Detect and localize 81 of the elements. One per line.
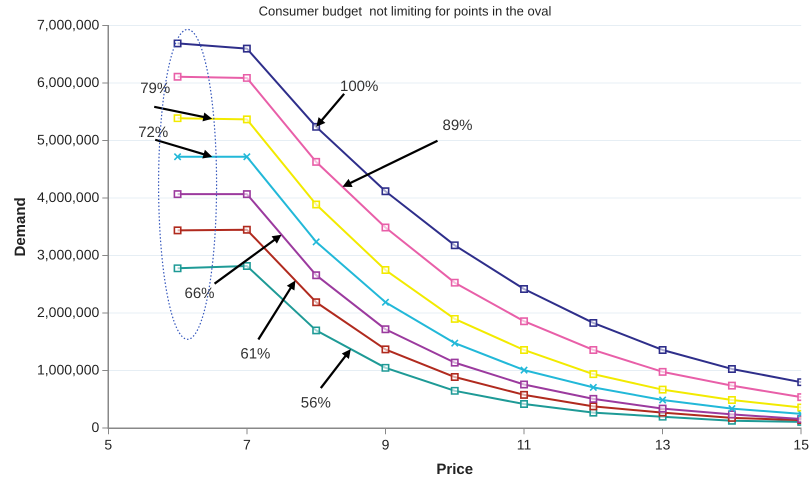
point xyxy=(658,404,667,413)
point xyxy=(589,318,598,327)
annotation: 89% xyxy=(442,116,473,134)
y-tick-label: 0 xyxy=(91,419,100,436)
point xyxy=(520,380,528,388)
point xyxy=(450,339,459,348)
y-tick-label: 3,000,000 xyxy=(36,246,100,263)
annotation: 56% xyxy=(300,394,331,412)
point xyxy=(242,190,251,198)
point xyxy=(728,404,736,413)
point xyxy=(589,370,598,378)
point xyxy=(658,396,667,404)
point xyxy=(589,346,598,354)
point xyxy=(242,115,251,124)
point xyxy=(242,152,251,161)
point xyxy=(658,346,667,354)
x-tick-label: 11 xyxy=(516,436,532,452)
y-axis-title: Demand xyxy=(12,197,30,256)
point xyxy=(242,226,251,234)
point xyxy=(589,394,598,403)
point xyxy=(312,200,320,208)
point xyxy=(658,368,667,376)
point xyxy=(381,325,390,334)
point xyxy=(450,373,459,381)
point xyxy=(381,345,390,354)
chart-title: Consumer budget not limiting for points in the oval xyxy=(258,3,552,18)
point xyxy=(242,44,251,53)
point xyxy=(728,396,736,404)
y-tick-label: 5,000,000 xyxy=(36,131,100,148)
point xyxy=(174,190,182,198)
point xyxy=(450,241,459,250)
x-tick-label: 13 xyxy=(654,436,671,452)
point xyxy=(242,262,251,270)
point xyxy=(589,383,598,392)
point xyxy=(312,298,320,306)
point xyxy=(658,386,667,394)
point xyxy=(450,358,459,367)
annotation: 61% xyxy=(240,346,270,363)
point xyxy=(381,298,390,306)
point xyxy=(520,346,528,354)
y-tick-label: 1,000,000 xyxy=(36,362,100,378)
x-tick-label: 15 xyxy=(793,436,810,452)
point xyxy=(520,400,528,408)
point xyxy=(450,278,459,287)
point xyxy=(174,72,182,81)
point xyxy=(520,285,528,293)
point xyxy=(174,39,182,48)
point xyxy=(174,114,182,122)
y-tick-label: 2,000,000 xyxy=(36,304,100,320)
point xyxy=(450,386,459,395)
point xyxy=(520,317,528,326)
point xyxy=(312,158,320,166)
point xyxy=(242,74,251,82)
point xyxy=(312,238,320,246)
point xyxy=(520,390,528,399)
y-tick-label: 4,000,000 xyxy=(36,189,100,205)
point xyxy=(312,271,320,280)
point xyxy=(381,223,390,232)
x-tick-label: 7 xyxy=(242,436,251,452)
point xyxy=(174,226,182,234)
point xyxy=(450,314,459,323)
annotation: 79% xyxy=(140,80,170,97)
y-tick-label: 7,000,000 xyxy=(36,16,100,32)
y-tick-label: 6,000,000 xyxy=(36,74,100,90)
point xyxy=(381,187,390,196)
x-tick-label: 9 xyxy=(382,436,390,452)
point xyxy=(174,152,182,161)
annotation: 66% xyxy=(184,284,215,302)
annotation: 100% xyxy=(340,78,378,95)
x-axis-title: Price xyxy=(436,461,474,478)
point xyxy=(312,326,320,334)
point xyxy=(174,264,182,272)
point xyxy=(728,410,736,418)
point xyxy=(520,366,528,374)
point xyxy=(589,402,598,410)
x-tick-label: 5 xyxy=(104,436,112,452)
point xyxy=(381,364,390,372)
annotation: 72% xyxy=(138,124,168,141)
point xyxy=(728,382,736,390)
point xyxy=(728,364,736,373)
point xyxy=(381,266,390,274)
